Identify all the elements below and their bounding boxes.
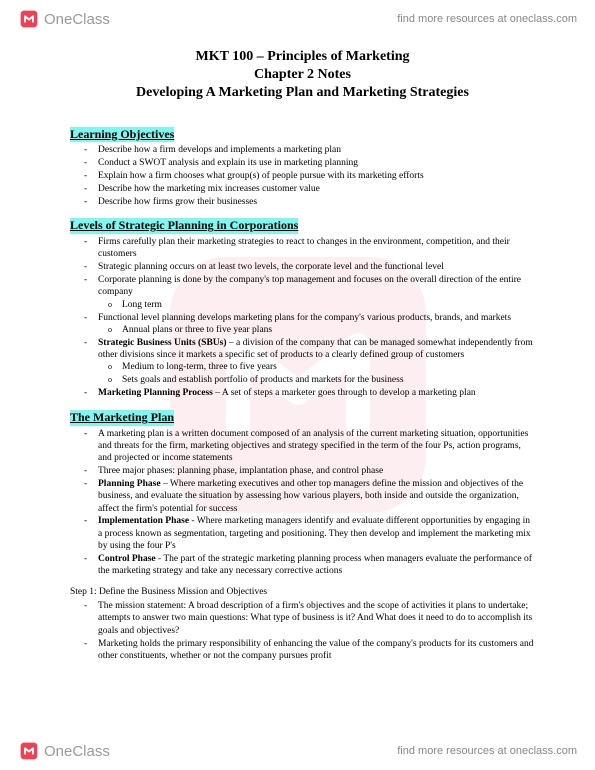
section-heading: Learning Objectives — [70, 127, 174, 143]
brand: OneClass — [18, 8, 110, 30]
list-item: A marketing plan is a written document c… — [98, 428, 535, 465]
list-item: Corporate planning is done by the compan… — [98, 274, 535, 311]
brand-icon — [18, 740, 40, 762]
list-item: Marketing holds the primary responsibili… — [98, 638, 535, 663]
sub-bullet-list: Long term — [98, 299, 535, 311]
page-footer: OneClass find more resources at oneclass… — [0, 732, 595, 770]
page-header: OneClass find more resources at oneclass… — [0, 0, 595, 38]
title-line-2: Chapter 2 Notes — [70, 66, 535, 84]
list-item: Marketing Planning Process – A set of st… — [98, 387, 535, 399]
list-item: Strategic Business Units (SBUs) – a divi… — [98, 337, 535, 387]
sub-bullet-list: Medium to long-term, three to five years… — [98, 361, 535, 386]
list-item: Describe how firms grow their businesses — [98, 196, 535, 208]
sub-list-item: Sets goals and establish portfolio of pr… — [122, 374, 535, 386]
list-item: Describe how a firm develops and impleme… — [98, 144, 535, 156]
document-content: MKT 100 – Principles of Marketing Chapte… — [0, 0, 595, 711]
brand-icon — [18, 8, 40, 30]
title-line-3: Developing A Marketing Plan and Marketin… — [70, 84, 535, 102]
sub-bullet-list: Annual plans or three to five year plans — [98, 324, 535, 336]
list-item: Planning Phase – Where marketing executi… — [98, 478, 535, 515]
header-link[interactable]: find more resources at oneclass.com — [397, 13, 577, 25]
brand-footer: OneClass — [18, 740, 110, 762]
list-item: Explain how a firm chooses what group(s)… — [98, 170, 535, 182]
section-heading: Levels of Strategic Planning in Corporat… — [70, 218, 298, 234]
footer-link[interactable]: find more resources at oneclass.com — [397, 745, 577, 757]
sub-list-item: Annual plans or three to five year plans — [122, 324, 535, 336]
bullet-list: Describe how a firm develops and impleme… — [70, 144, 535, 208]
bullet-list: Firms carefully plan their marketing str… — [70, 236, 535, 399]
section-heading: The Marketing Plan — [70, 410, 174, 426]
brand-name-footer: OneClass — [44, 743, 110, 760]
list-item: Firms carefully plan their marketing str… — [98, 236, 535, 261]
list-item: Control Phase - The part of the strategi… — [98, 553, 535, 578]
step-heading: Step 1: Define the Business Mission and … — [70, 586, 535, 598]
bullet-list: A marketing plan is a written document c… — [70, 428, 535, 578]
list-item: Describe how the marketing mix increases… — [98, 183, 535, 195]
list-item: Functional level planning develops marke… — [98, 312, 535, 337]
list-item: Implementation Phase - Where marketing m… — [98, 515, 535, 552]
sub-list-item: Medium to long-term, three to five years — [122, 361, 535, 373]
sub-list-item: Long term — [122, 299, 535, 311]
title-block: MKT 100 – Principles of Marketing Chapte… — [70, 48, 535, 103]
step-bullet-list: The mission statement: A broad descripti… — [70, 600, 535, 662]
list-item: Conduct a SWOT analysis and explain its … — [98, 157, 535, 169]
title-line-1: MKT 100 – Principles of Marketing — [70, 48, 535, 66]
list-item: The mission statement: A broad descripti… — [98, 600, 535, 637]
list-item: Three major phases: planning phase, impl… — [98, 465, 535, 477]
brand-name: OneClass — [44, 11, 110, 28]
list-item: Strategic planning occurs on at least tw… — [98, 261, 535, 273]
